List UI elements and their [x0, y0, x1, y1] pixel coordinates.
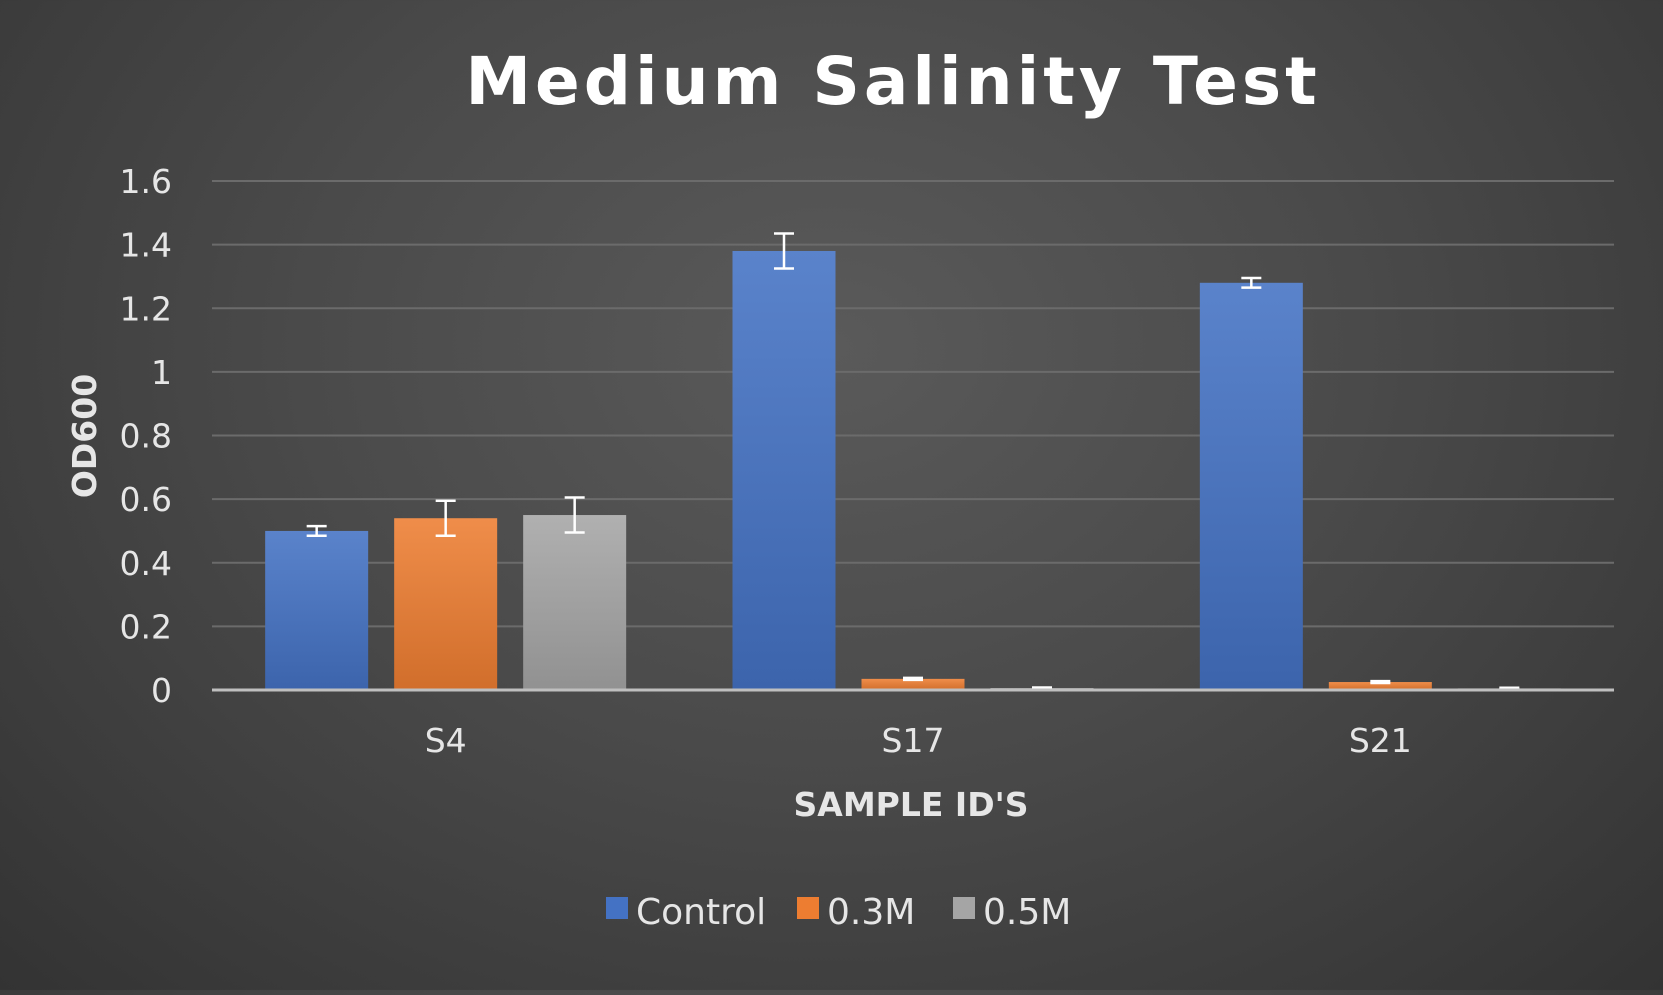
y-tick-label: 1.2 — [120, 289, 172, 328]
legend-item-0-3m: 0.3M — [797, 892, 915, 933]
y-tick-label: 0.4 — [120, 544, 172, 583]
x-axis-title: SAMPLE ID'S — [794, 785, 1029, 824]
legend: Control 0.3M 0.5M — [606, 892, 1071, 933]
legend-label: 0.5M — [983, 892, 1071, 933]
y-tick-label: 0.2 — [120, 607, 172, 646]
error-bar — [564, 496, 585, 534]
y-tick-label: 0.6 — [120, 480, 172, 519]
bar-0-3m-s17 — [861, 678, 965, 690]
bar-control-s17 — [732, 250, 836, 691]
bar-0-3m-s4 — [394, 518, 498, 690]
axes: 0 0.2 0.4 0.6 0.8 1 1.2 1.4 1.6 S4 S17 S21 — [120, 162, 1614, 760]
legend-item-0-5m: 0.5M — [953, 892, 1071, 933]
bar-0-3m-s21 — [1328, 682, 1432, 690]
x-tick-label: S17 — [882, 721, 945, 760]
y-tick-label: 1.6 — [120, 162, 172, 201]
error-bars — [306, 232, 1520, 691]
x-tick-label: S21 — [1349, 721, 1412, 760]
y-tick-label: 1.4 — [120, 226, 172, 265]
y-tick-label: 1 — [151, 353, 172, 392]
x-tick-label: S4 — [425, 721, 467, 760]
bar-control-s4 — [265, 530, 369, 690]
legend-swatch — [953, 897, 975, 919]
y-tick-label: 0.8 — [120, 417, 172, 456]
error-bar — [774, 232, 794, 270]
error-bar — [903, 676, 923, 682]
bar-0-5m-s4 — [523, 515, 627, 690]
error-bar — [1370, 679, 1391, 685]
y-axis-title: OD600 — [65, 374, 104, 498]
chart-title: Medium Salinity Test — [465, 43, 1320, 120]
legend-swatch — [606, 897, 628, 919]
error-bar — [1241, 276, 1262, 289]
legend-label: 0.3M — [827, 892, 915, 933]
legend-label: Control — [636, 892, 766, 933]
legend-item-control: Control — [606, 892, 766, 933]
error-bar — [435, 499, 456, 537]
error-bar — [306, 524, 327, 537]
legend-swatch — [797, 897, 819, 919]
bars — [265, 250, 1561, 691]
bar-control-s21 — [1199, 282, 1303, 690]
y-tick-label: 0 — [151, 671, 172, 710]
